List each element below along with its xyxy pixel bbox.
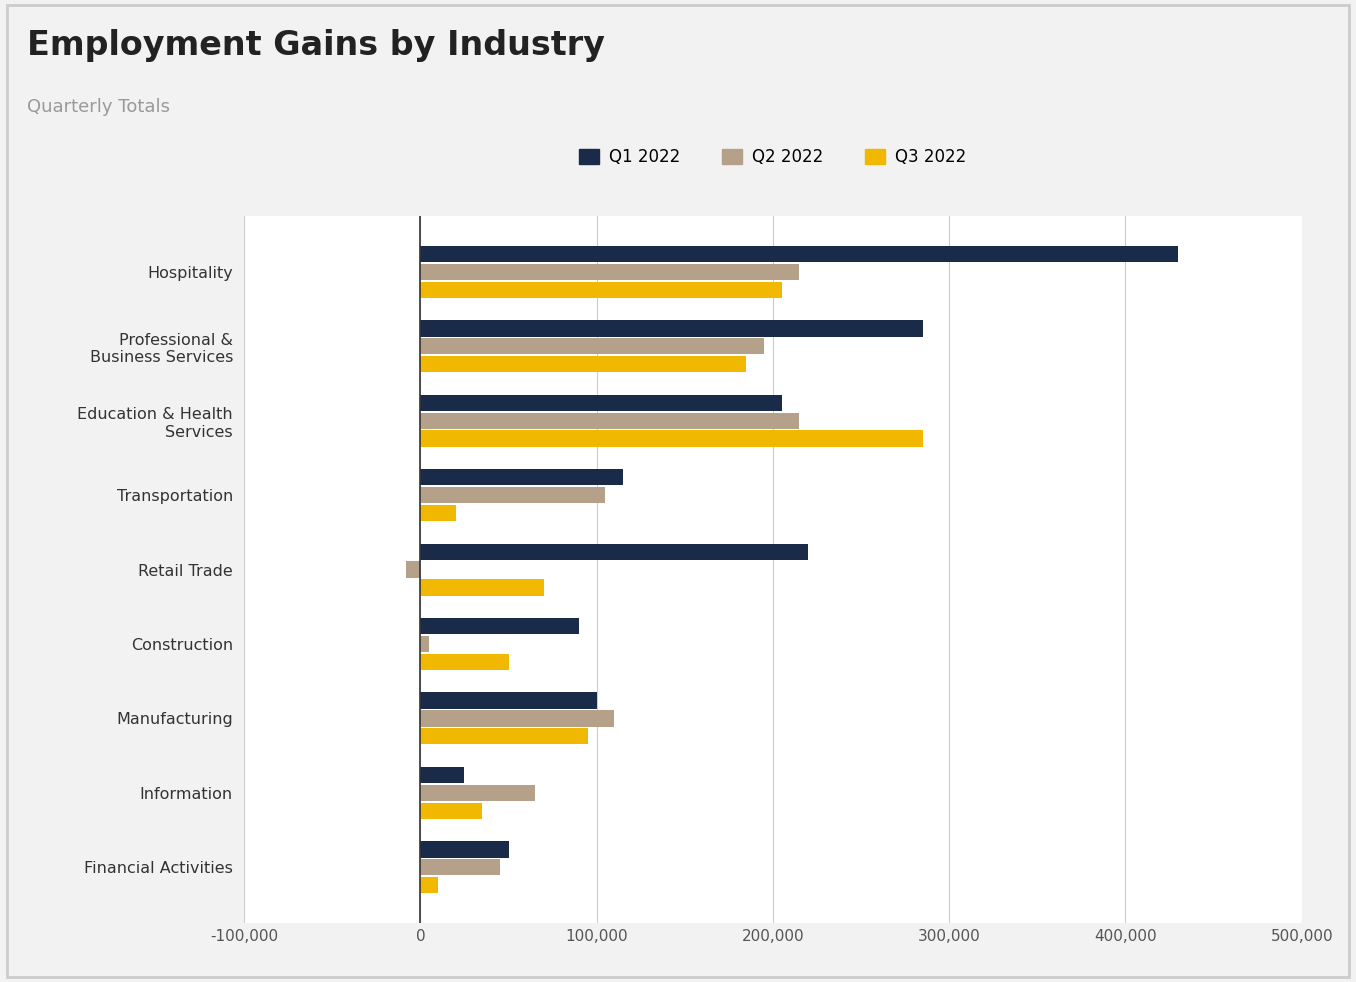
Bar (420, 728, 589, 744)
Bar (420, 487, 606, 504)
Bar (407, 562, 420, 577)
Bar (420, 469, 622, 485)
Bar (420, 635, 428, 652)
Bar (420, 785, 534, 801)
Bar (420, 246, 1178, 262)
Bar (420, 355, 746, 372)
Bar (420, 618, 579, 634)
Bar (420, 877, 438, 894)
Bar (420, 412, 800, 429)
Bar (420, 282, 781, 298)
Bar (420, 842, 508, 857)
Bar (420, 654, 508, 670)
Text: Employment Gains by Industry: Employment Gains by Industry (27, 29, 605, 63)
Bar (420, 430, 922, 447)
Bar (420, 692, 597, 709)
Bar (420, 710, 614, 727)
Bar (420, 543, 808, 560)
Bar (420, 767, 464, 784)
Text: Quarterly Totals: Quarterly Totals (27, 98, 170, 116)
Bar (420, 579, 544, 596)
Bar (420, 802, 483, 819)
Bar (420, 859, 499, 875)
Bar (420, 505, 456, 521)
Bar (420, 338, 765, 355)
Bar (420, 320, 922, 337)
Bar (420, 395, 781, 411)
Bar (420, 264, 800, 280)
Legend: Q1 2022, Q2 2022, Q3 2022: Q1 2022, Q2 2022, Q3 2022 (571, 139, 975, 174)
